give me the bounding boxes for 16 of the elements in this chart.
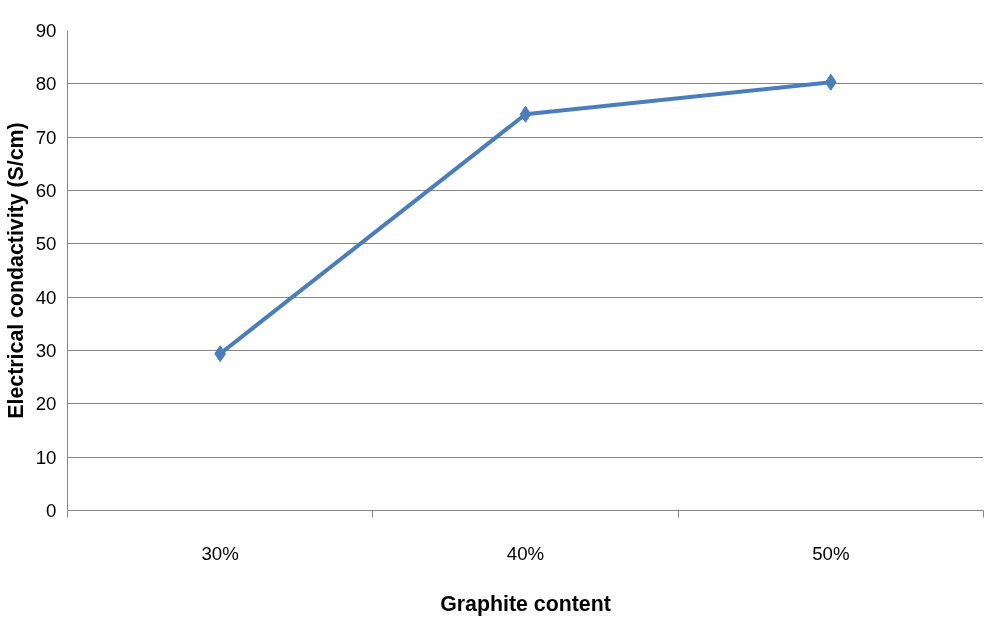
y-tick-label: 70: [35, 126, 57, 148]
x-tick-label: 40%: [506, 542, 545, 564]
y-tick-label: 90: [35, 20, 57, 41]
x-tick-label: 50%: [812, 542, 850, 564]
y-tick-label: 20: [35, 393, 57, 415]
x-tick-label: 30%: [201, 542, 239, 564]
x-axis-title: Graphite content: [440, 591, 611, 616]
y-tick-label: 10: [35, 446, 57, 468]
y-tick-label: 60: [35, 180, 57, 201]
y-axis-title: Electrical condactivity (S/cm): [3, 122, 28, 419]
y-tick-label: 30: [35, 340, 57, 361]
y-tick-label: 50: [35, 233, 57, 255]
y-tick-label: 80: [35, 73, 57, 95]
y-tick-label: 0: [46, 500, 57, 521]
y-tick-label: 40: [35, 286, 57, 308]
point: [519, 105, 532, 123]
